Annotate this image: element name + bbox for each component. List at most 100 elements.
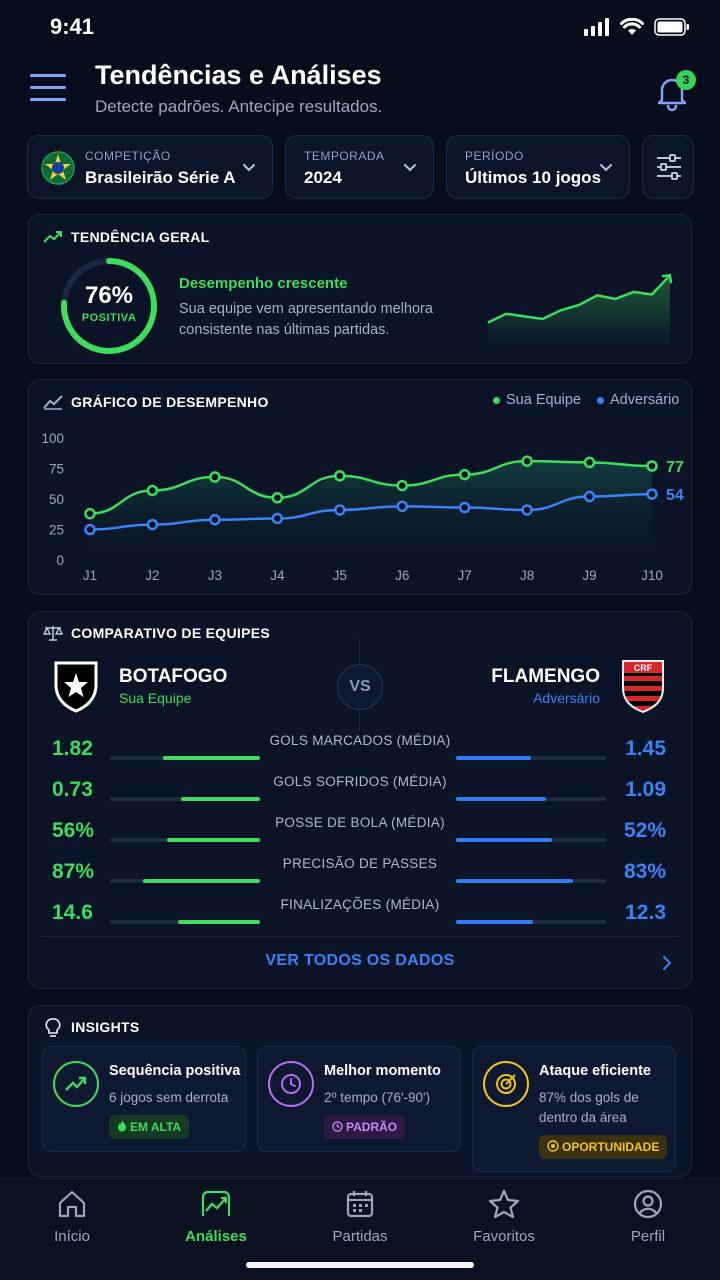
performance-chart: 0 25 50 75 100 J1 J2 J3 J4 J5 J6 J7 J8 J9 J10 77 54: [41, 431, 684, 583]
data-point: [209, 513, 221, 526]
stat-label: GOLS MARCADOS (MÉDIA): [269, 733, 451, 748]
data-point: [271, 512, 284, 525]
stat-team-bar: [110, 838, 260, 842]
data-point: [521, 455, 533, 467]
scale-icon: [43, 626, 63, 641]
nav-item-partidas[interactable]: Partidas: [310, 1189, 410, 1245]
nav-item-favoritos[interactable]: Favoritos: [454, 1189, 554, 1245]
data-point: [458, 501, 471, 514]
period-select[interactable]: PERÍODO Últimos 10 jogos: [446, 135, 630, 199]
trend-ring-text: 76% POSITIVA: [60, 282, 158, 324]
data-point: [334, 470, 346, 482]
legend-team: Sua Equipe: [493, 392, 581, 408]
stat-row: 87% PRECISÃO DE PASSES 83%: [28, 856, 692, 900]
stat-opponent-bar: [456, 756, 606, 760]
stat-opponent-value: 1.09: [625, 778, 666, 801]
insight-description: 87% dos gols de dentro da área: [539, 1090, 639, 1125]
page-title: Tendências e Análises: [95, 60, 382, 90]
trending-up-icon: [43, 231, 62, 243]
lightbulb-icon: [45, 1018, 61, 1037]
stat-row: 1.82 GOLS MARCADOS (MÉDIA) 1.45: [28, 733, 692, 777]
y-tick-label: 0: [56, 553, 64, 568]
y-tick-label: 75: [49, 462, 64, 477]
stat-opponent-value: 83%: [623, 860, 666, 883]
sparkline-arrow: [661, 273, 673, 284]
opponent-role: Adversário: [533, 690, 600, 706]
data-point: [646, 460, 658, 472]
stat-team-bar: [110, 879, 260, 883]
comparison-title: COMPARATIVO DE EQUIPES: [71, 625, 270, 641]
stat-label: POSSE DE BOLA (MÉDIA): [275, 815, 445, 830]
home-indicator: [246, 1262, 474, 1268]
menu-button[interactable]: [30, 74, 66, 108]
season-select[interactable]: TEMPORADA 2024: [285, 135, 434, 199]
svg-text:CRF: CRF: [634, 663, 653, 673]
menu-icon: [30, 74, 66, 77]
nav-item-analises[interactable]: Análises: [166, 1189, 266, 1245]
insight-tag: OPORTUNIDADE: [539, 1135, 668, 1159]
data-point: [646, 488, 658, 500]
trending-up-icon: [65, 1076, 87, 1091]
series-end-label: 54: [666, 487, 684, 504]
x-tick-label: J9: [582, 568, 596, 583]
insight-card[interactable]: Ataque eficiente 87% dos gols de dentro …: [472, 1046, 676, 1172]
notification-badge: 3: [676, 70, 696, 90]
competition-select[interactable]: COMPETIÇÃO Brasileirão Série A: [27, 135, 273, 199]
data-point: [396, 500, 408, 513]
chevron-right-icon: [663, 956, 672, 970]
data-point: [84, 507, 96, 520]
stat-team-value: 1.82: [52, 737, 93, 760]
stat-opponent-bar: [456, 920, 606, 924]
bell-icon[interactable]: [652, 72, 692, 112]
series-line: [89, 459, 653, 515]
period-label: PERÍODO: [465, 149, 524, 163]
battery-icon: [654, 18, 689, 36]
x-tick-label: J2: [145, 568, 159, 583]
opponent-name: FLAMENGO: [491, 666, 600, 687]
trend-percent: 76%: [84, 282, 134, 309]
botafogo-crest-icon: [54, 661, 98, 713]
team-role: Sua Equipe: [119, 690, 192, 706]
wifi-icon: [620, 18, 644, 35]
data-point: [396, 479, 408, 492]
stat-opponent-value: 12.3: [625, 901, 666, 924]
stat-team-value: 14.6: [52, 901, 93, 924]
nav-item-inicio[interactable]: Início: [22, 1189, 122, 1245]
data-point: [209, 471, 221, 483]
sparkline-line: [487, 274, 671, 324]
sliders-icon: [657, 154, 681, 180]
insight-tag: EM ALTA: [109, 1115, 190, 1139]
insight-description: 2º tempo (76'-90'): [324, 1090, 431, 1105]
trend-percent-label: POSITIVA: [81, 312, 137, 324]
series-line: [89, 492, 653, 531]
trend-sparkline: [487, 273, 673, 346]
insight-tag: PADRÃO: [324, 1115, 406, 1139]
trend-description: Sua equipe vem apresentando melhora cons…: [179, 301, 433, 338]
page-subtitle: Detecte padrões. Antecipe resultados.: [95, 97, 383, 116]
stat-opponent-bar: [456, 838, 606, 842]
season-value: 2024: [304, 168, 342, 187]
data-point: [583, 456, 596, 469]
flamengo-crest-icon: CRF: [622, 660, 664, 714]
stat-opponent-value: 1.45: [625, 737, 666, 760]
clock-icon: [281, 1074, 301, 1094]
filter-settings-button[interactable]: [642, 135, 694, 199]
flame-icon: [118, 1120, 126, 1132]
y-tick-label: 50: [49, 492, 64, 507]
chevron-down-icon: [404, 164, 416, 172]
insight-title: Melhor momento: [324, 1063, 441, 1079]
insight-card[interactable]: Melhor momento 2º tempo (76'-90') PADRÃO: [257, 1046, 461, 1152]
stat-team-bar: [110, 797, 260, 801]
view-all-button[interactable]: VER TODOS OS DADOS: [28, 952, 692, 970]
x-tick-label: J1: [83, 568, 97, 583]
data-point: [458, 468, 471, 481]
team-area: [90, 461, 652, 560]
user-icon: [633, 1189, 663, 1219]
data-point: [146, 518, 159, 531]
competition-logo-icon: [41, 151, 75, 185]
stat-row: 56% POSSE DE BOLA (MÉDIA) 52%: [28, 815, 692, 859]
nav-item-perfil[interactable]: Perfil: [598, 1189, 698, 1245]
line-chart-icon: [43, 395, 63, 410]
insight-card[interactable]: Sequência positiva 6 jogos sem derrota E…: [42, 1046, 246, 1152]
insight-description: 6 jogos sem derrota: [109, 1090, 229, 1105]
